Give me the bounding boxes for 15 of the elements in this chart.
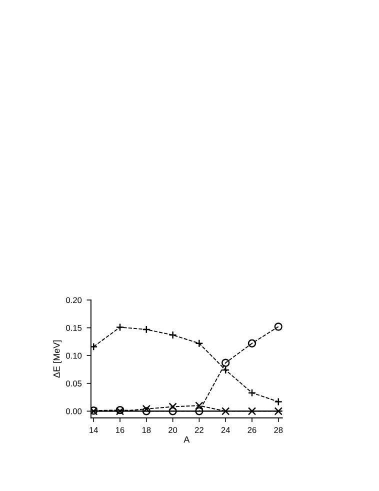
- x-tick-label: 28: [274, 427, 283, 433]
- y-tick-label: 0.00: [66, 408, 82, 414]
- x-tick-label: 16: [116, 427, 124, 433]
- y-tick-label: 0.10: [66, 352, 82, 359]
- x-tick-label: 24: [221, 427, 230, 433]
- y-tick-label: 0.20: [66, 297, 82, 304]
- y-tick-label: 0.05: [66, 380, 82, 386]
- x-tick-label: 20: [168, 427, 178, 433]
- x-tick-label: 14: [90, 427, 98, 433]
- x-tick-label: 22: [194, 427, 204, 433]
- x-tick-label: 26: [248, 427, 256, 433]
- x-tick-label: 18: [142, 427, 151, 433]
- y-tick-label: 0.15: [66, 324, 82, 331]
- x-axis-title: A: [184, 436, 190, 443]
- y-axis-title: ΔE [MeV]: [53, 340, 62, 378]
